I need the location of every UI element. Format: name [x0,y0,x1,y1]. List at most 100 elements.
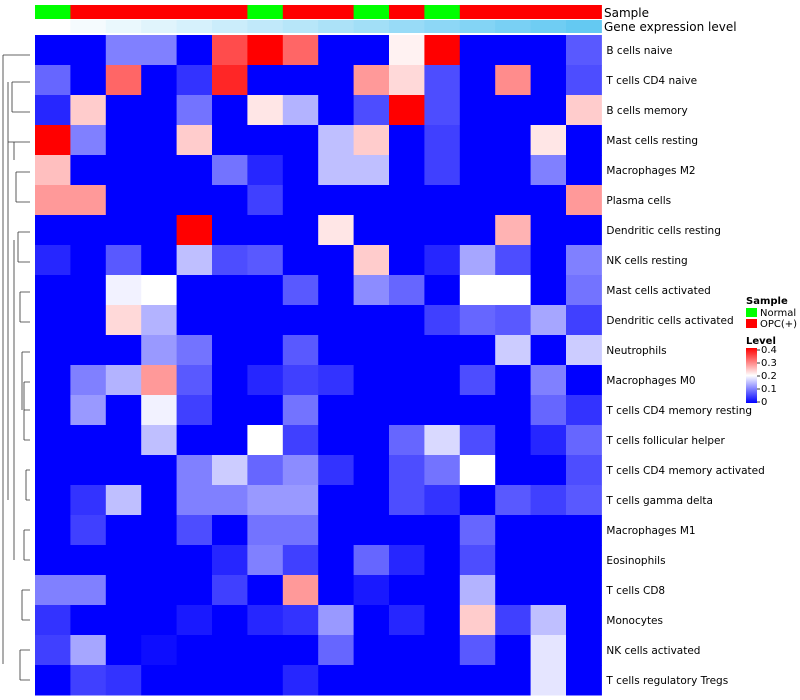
sample-cell [247,5,284,19]
heatmap-cell [459,125,496,156]
heatmap-cell [566,665,602,696]
heatmap-cell [353,665,390,696]
heatmap-cell [318,155,355,186]
heatmap-cell [424,395,461,426]
heatmap-cell [176,335,213,366]
heatmap-cell [424,335,461,366]
heatmap-cell [495,335,532,366]
heatmap-cell [353,455,390,486]
heatmap-cell [530,185,567,216]
heatmap-cell [247,335,284,366]
heatmap-cell [105,95,142,126]
sample-cell [566,5,602,19]
heatmap-cell [353,95,390,126]
heatmap-cell [318,515,355,546]
row-label: T cells regulatory Tregs [605,675,728,687]
heatmap-cell [35,605,71,636]
heatmap-cell [530,335,567,366]
heatmap-cell [70,95,107,126]
heatmap-cell [318,215,355,246]
sample-annotation-bar [35,5,602,19]
heatmap-cell [389,485,425,516]
heatmap-cell [282,665,319,696]
heatmap-cell [282,485,319,516]
heatmap-cell [176,275,213,306]
heatmap-cell [35,155,71,186]
heatmap-cell [566,155,602,186]
heatmap-cell [424,95,461,126]
heatmap-cell [247,605,284,636]
heatmap-cell [212,245,248,276]
heatmap-cell [566,575,602,606]
gene-level-cell [389,20,425,33]
heatmap-cell [424,485,461,516]
heatmap-cell [389,335,425,366]
heatmap-cell [389,395,425,426]
heatmap-cell [176,245,213,276]
heatmap-cell [424,455,461,486]
heatmap-cell [495,395,532,426]
heatmap-cell [495,245,532,276]
heatmap-cell [389,305,425,336]
heatmap-cell [530,305,567,336]
heatmap-cell [566,125,602,156]
sample-cell [212,5,248,19]
heatmap-cell [247,485,284,516]
heatmap-cell [176,125,213,156]
heatmap-cell [35,545,71,576]
row-label: T cells CD4 memory activated [605,465,764,477]
heatmap-cell [35,365,71,396]
gene-level-cell [70,20,107,33]
heatmap-cell [495,545,532,576]
heatmap-cell [35,305,71,336]
heatmap-cell [353,65,390,96]
heatmap-cell [212,605,248,636]
heatmap-cell [70,185,107,216]
heatmap-cell [141,95,178,126]
heatmap-cell [459,605,496,636]
heatmap-cell [141,275,178,306]
heatmap-cell [70,365,107,396]
sample-cell [141,5,178,19]
heatmap-cell [247,515,284,546]
heatmap-cell [141,125,178,156]
heatmap-cell [530,215,567,246]
heatmap-cell [105,35,142,66]
heatmap-cell [424,635,461,666]
heatmap-cell [530,95,567,126]
row-label: B cells naive [606,45,672,57]
heatmap-cell [247,215,284,246]
heatmap-cell [70,125,107,156]
heatmap-cell [141,605,178,636]
row-label: B cells memory [606,105,687,117]
heatmap-cell [282,65,319,96]
heatmap-cell [70,305,107,336]
heatmap-cell [566,275,602,306]
heatmap-cell [530,545,567,576]
heatmap-cell [318,65,355,96]
heatmap-cell [566,65,602,96]
heatmap-cell [247,425,284,456]
heatmap-cell [70,275,107,306]
heatmap-cell [141,65,178,96]
heatmap-cell [70,335,107,366]
gene-level-cell [530,20,567,33]
heatmap-cell [459,215,496,246]
gene-expression-annotation-label: Gene expression level [604,20,737,34]
heatmap-cell [176,65,213,96]
heatmap-cell [141,635,178,666]
heatmap-cell [318,605,355,636]
heatmap-cell [353,575,390,606]
legend-tick-label: 0.1 [761,384,777,395]
heatmap-cell [141,425,178,456]
heatmap-cell [530,605,567,636]
gene-level-cell [495,20,532,33]
heatmap-cell [212,305,248,336]
heatmap-cell [495,485,532,516]
heatmap-cell [318,425,355,456]
heatmap-cell [70,425,107,456]
heatmap-cell [495,665,532,696]
heatmap-cell [353,395,390,426]
heatmap-cell [282,35,319,66]
heatmap-cell [353,215,390,246]
